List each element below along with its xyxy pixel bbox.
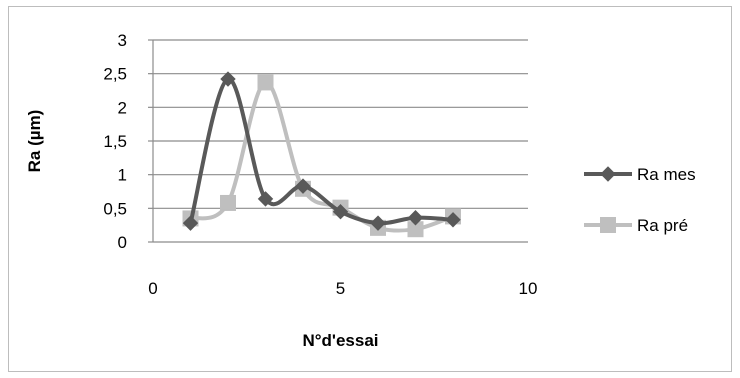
legend-marker	[600, 166, 616, 182]
data-point	[370, 215, 386, 231]
data-point	[332, 203, 349, 220]
data-point	[445, 212, 461, 228]
legend-marker	[600, 217, 616, 233]
data-point	[407, 210, 424, 226]
legend-item-ra-mes: Ra mes	[584, 165, 696, 184]
y-tick-label: 2	[118, 98, 127, 117]
axes	[148, 39, 528, 243]
data-point	[257, 191, 274, 207]
legend-item-ra-pre: Ra pré	[584, 216, 688, 235]
chart-frame	[8, 6, 732, 372]
x-tick-label: 10	[519, 279, 538, 298]
y-tick-label: 0,5	[103, 199, 127, 218]
series-ra-mes	[182, 71, 461, 231]
data-point	[182, 215, 199, 231]
y-tick-label: 1	[118, 166, 127, 185]
y-tick-label: 0	[118, 233, 127, 252]
legend-label: Ra pré	[637, 216, 688, 235]
x-tick-label: 5	[336, 279, 345, 298]
y-tick-labels: 0 0,5 1 1,5 2 2,5 3	[103, 31, 127, 252]
x-axis-title: N°d'essai	[302, 331, 378, 350]
y-tick-label: 2,5	[103, 65, 127, 84]
y-axis-title: Ra (µm)	[25, 110, 44, 173]
series-group	[182, 71, 461, 238]
data-point	[220, 71, 236, 87]
data-point	[220, 194, 236, 211]
data-point	[295, 178, 311, 194]
y-tick-label: 3	[118, 31, 127, 50]
gridlines	[153, 39, 528, 209]
x-tick-labels: 0 5 10	[148, 279, 537, 298]
legend: Ra mes Ra pré	[584, 165, 696, 235]
x-tick-label: 0	[148, 279, 157, 298]
data-point	[257, 74, 274, 91]
series-ra-pre	[182, 74, 461, 238]
legend-label: Ra mes	[637, 165, 696, 184]
y-tick-label: 1,5	[103, 132, 127, 151]
